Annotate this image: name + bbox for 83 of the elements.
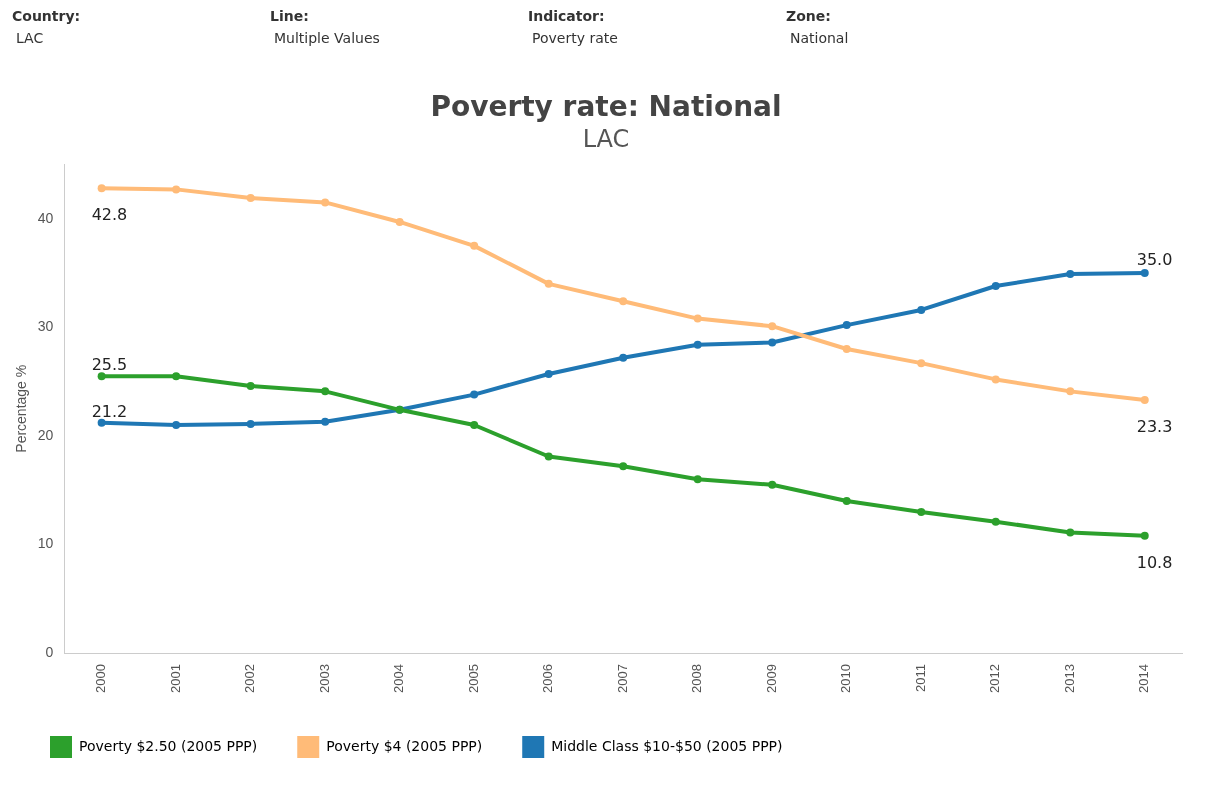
point bbox=[768, 338, 777, 347]
data-label: 25.5 bbox=[91, 355, 128, 375]
x-tick-label: 2004 bbox=[391, 664, 407, 693]
point bbox=[693, 314, 702, 323]
point bbox=[246, 419, 255, 428]
point bbox=[321, 387, 330, 396]
point bbox=[544, 279, 553, 288]
point bbox=[619, 353, 628, 362]
point bbox=[1066, 387, 1075, 396]
point bbox=[991, 282, 1000, 291]
x-tick-label: 2000 bbox=[93, 664, 109, 693]
point bbox=[842, 321, 851, 330]
x-tick-label: 2012 bbox=[987, 664, 1003, 693]
point bbox=[97, 418, 106, 427]
point bbox=[991, 375, 1000, 384]
point bbox=[470, 421, 479, 430]
legend-label: Poverty $4 (2005 PPP) bbox=[326, 737, 483, 754]
point bbox=[470, 241, 479, 250]
data-label: 42.8 bbox=[91, 205, 128, 225]
x-tick-label: 2002 bbox=[242, 664, 258, 693]
point bbox=[842, 345, 851, 354]
point bbox=[97, 184, 106, 193]
point bbox=[544, 452, 553, 461]
y-tick-label: 30 bbox=[37, 318, 54, 335]
y-tick-label: 40 bbox=[37, 209, 54, 226]
x-tick-label: 2008 bbox=[689, 664, 705, 693]
y-tick-label: 20 bbox=[37, 426, 54, 443]
x-tick-label: 2011 bbox=[912, 664, 928, 693]
x-tick-label: 2009 bbox=[763, 664, 779, 693]
point bbox=[917, 507, 926, 516]
chart-subtitle: LAC bbox=[581, 125, 631, 153]
y-tick-label: 10 bbox=[37, 535, 54, 552]
data-label: 23.3 bbox=[1136, 417, 1173, 437]
x-tick-label: 2006 bbox=[540, 664, 556, 693]
data-label: 10.8 bbox=[1136, 552, 1173, 572]
point bbox=[693, 340, 702, 349]
point bbox=[321, 198, 330, 207]
x-tick-label: 2013 bbox=[1061, 664, 1077, 693]
text: LAC bbox=[15, 30, 45, 46]
point bbox=[246, 194, 255, 203]
legend-label: Middle Class $10-$50 (2005 PPP) bbox=[551, 737, 783, 754]
point bbox=[917, 305, 926, 314]
point bbox=[544, 369, 553, 378]
x-tick-label: 2003 bbox=[316, 664, 332, 693]
text: Country: bbox=[12, 8, 82, 24]
x-tick-label: 2001 bbox=[167, 664, 183, 693]
data-label: 21.2 bbox=[91, 402, 128, 422]
point bbox=[1140, 269, 1149, 277]
x-tick-label: 2010 bbox=[838, 664, 854, 693]
text: Multiple Values bbox=[273, 30, 381, 46]
point bbox=[1066, 270, 1075, 279]
point bbox=[1140, 396, 1149, 405]
point bbox=[693, 475, 702, 484]
point bbox=[172, 372, 181, 381]
legend-label: Poverty $2.50 (2005 PPP) bbox=[79, 737, 258, 754]
point bbox=[768, 322, 777, 331]
point bbox=[470, 390, 479, 399]
x-tick-label: 2007 bbox=[614, 664, 630, 693]
point bbox=[619, 462, 628, 471]
y-axis-title: Percentage % bbox=[13, 364, 30, 453]
point bbox=[246, 381, 255, 390]
point bbox=[172, 185, 181, 194]
text: Line: bbox=[270, 8, 310, 24]
point bbox=[321, 417, 330, 426]
point bbox=[917, 359, 926, 368]
y-tick-label: 0 bbox=[45, 643, 54, 660]
point bbox=[1066, 528, 1075, 537]
text: Zone: bbox=[786, 8, 832, 24]
point bbox=[1140, 531, 1149, 540]
text: Poverty rate bbox=[531, 30, 619, 46]
x-tick-label: 2014 bbox=[1136, 664, 1152, 693]
text: Indicator: bbox=[528, 8, 606, 24]
point bbox=[619, 297, 628, 306]
x-tick-label: 2005 bbox=[465, 664, 481, 693]
point bbox=[395, 217, 404, 226]
data-label: 35.0 bbox=[1136, 250, 1173, 270]
point bbox=[97, 372, 106, 381]
chart-title: Poverty rate: National bbox=[429, 90, 783, 123]
point bbox=[991, 517, 1000, 526]
text: National bbox=[789, 30, 850, 46]
point bbox=[842, 497, 851, 506]
point bbox=[172, 421, 181, 430]
point bbox=[768, 480, 777, 489]
